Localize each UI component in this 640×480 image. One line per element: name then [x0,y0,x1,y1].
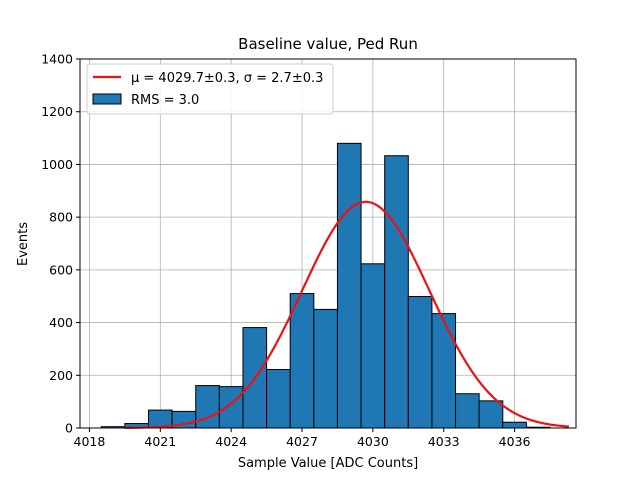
histogram-bar [218,386,244,429]
histogram-bar [313,308,338,429]
histogram-bar [384,155,409,429]
y-tick-label: 200 [49,368,73,383]
y-axis-label: Events [16,222,31,266]
gaussian-fit-curve [124,200,569,429]
x-axis-label: Sample Value [ADC Counts] [238,456,418,471]
histogram-bar [502,421,527,429]
histogram-bar [431,313,457,429]
y-tick-label: 800 [49,210,73,225]
histogram-bar [455,393,480,429]
x-tick-label: 4027 [286,434,318,449]
chart-title: Baseline value, Ped Run [238,35,418,53]
x-tick-label: 4030 [357,434,389,449]
legend: μ = 4029.7±0.3, σ = 2.7±0.3 RMS = 3.0 [86,63,334,115]
histogram-bar [478,400,504,429]
histogram-bar [289,293,315,429]
histogram-bar [266,368,291,429]
y-tick-label: 400 [49,315,73,330]
x-tick-label: 4021 [144,434,176,449]
axes-frame [79,58,577,429]
y-tick-label: 1000 [41,157,73,172]
x-tick-label: 4036 [499,434,531,449]
x-tick-label: 4033 [428,434,460,449]
legend-rms-label: RMS = 3.0 [131,93,199,108]
legend-bar-swatch [92,93,122,105]
x-tick-label: 4024 [215,434,247,449]
y-tick-label: 1400 [41,52,73,67]
histogram-bar [407,295,433,429]
legend-box [86,63,334,115]
y-tick-label: 600 [49,262,73,277]
y-axis-ticks: 0 200 400 600 800 1000 1200 1400 [41,52,80,436]
y-tick-label: 1200 [41,104,73,119]
x-axis-ticks: 4018 4021 4024 4027 4030 4033 4036 [74,428,531,449]
histogram-bar [360,263,386,429]
legend-fit-label: μ = 4029.7±0.3, σ = 2.7±0.3 [131,71,323,86]
x-tick-label: 4018 [74,434,106,449]
y-tick-label: 0 [65,421,73,436]
histogram-bar [336,142,362,429]
